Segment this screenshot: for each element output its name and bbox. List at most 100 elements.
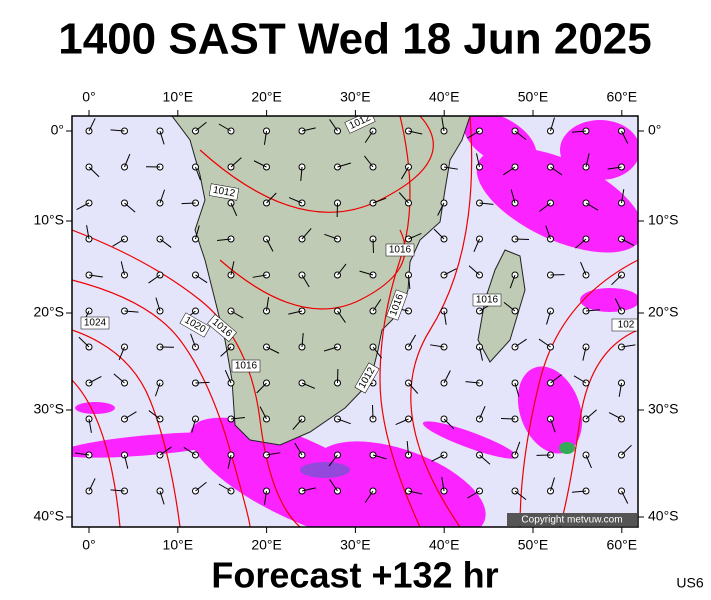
isobar-label: 1016 — [476, 295, 499, 306]
wind-barb — [227, 454, 232, 469]
wind-barb — [78, 336, 90, 348]
wind-barb — [300, 166, 303, 181]
wind-barb — [76, 202, 90, 211]
wind-barb — [406, 441, 409, 456]
wind-barb — [88, 118, 96, 132]
wind-barb — [263, 490, 267, 505]
wind-barb — [550, 477, 555, 492]
lon-label: 10°E — [163, 537, 194, 553]
wind-barb — [159, 490, 165, 505]
wind-barb — [120, 261, 125, 276]
wind-barb — [155, 297, 161, 312]
wind-barb — [408, 232, 422, 240]
lat-label: 20°S — [33, 304, 64, 320]
wind-barb — [621, 189, 625, 204]
isobar-label-box — [354, 362, 380, 394]
wind-barb — [364, 490, 374, 503]
wind-barb — [301, 274, 310, 288]
wind-barb — [585, 153, 590, 168]
wind-barb — [408, 490, 423, 495]
wind-barb — [514, 490, 527, 501]
wind-barb — [514, 130, 527, 141]
wind-barb — [159, 189, 166, 204]
lon-label: 40°E — [429, 537, 460, 553]
wind-barb — [433, 228, 445, 240]
wind-barb — [607, 166, 622, 170]
wind-barb — [288, 310, 303, 315]
wind-barb — [181, 202, 196, 205]
wind-barb — [539, 202, 551, 212]
wind-barb — [220, 346, 232, 357]
wind-barb — [408, 274, 411, 289]
wind-barb — [408, 382, 419, 394]
wind-barb — [372, 346, 383, 359]
wind-barb — [230, 310, 244, 319]
isobar-label: 1016 — [235, 361, 258, 372]
wind-barb — [195, 481, 207, 492]
lat-label: 10°S — [648, 212, 679, 228]
wind-barb — [183, 446, 196, 456]
wind-barb — [337, 162, 352, 168]
lon-label: 0° — [82, 89, 95, 105]
wind-barb — [266, 297, 270, 312]
wind-barb — [329, 479, 338, 492]
wind-barb — [266, 238, 274, 252]
wind-barb — [195, 166, 201, 181]
wind-barb — [611, 274, 622, 286]
wind-barb — [337, 418, 351, 425]
wind-barb — [585, 409, 597, 420]
wind-barb — [550, 117, 555, 132]
lon-label: 10°E — [163, 89, 194, 105]
wind-barb — [88, 375, 102, 384]
wind-barb — [195, 274, 208, 284]
lon-label: 30°E — [340, 89, 371, 105]
lon-label: 0° — [82, 537, 95, 553]
wind-barb — [337, 310, 346, 323]
wind-barb — [510, 189, 516, 204]
isobar-label-box — [179, 312, 211, 338]
isobar-label-box — [386, 289, 408, 321]
wind-barb — [328, 454, 338, 467]
wind-barb — [479, 405, 486, 420]
wind-barb — [372, 454, 387, 460]
wind-barb — [124, 202, 136, 213]
wind-barb — [88, 478, 96, 492]
wind-barb — [479, 346, 484, 361]
wind-barb — [582, 346, 587, 361]
wind-barb — [443, 268, 457, 276]
wind-barb — [514, 338, 527, 348]
isobar-label-box — [611, 318, 638, 332]
wind-barb — [88, 418, 92, 433]
wind-barb — [230, 202, 238, 216]
wind-barb — [443, 310, 447, 325]
wind-barb — [75, 452, 90, 456]
wind-barb — [545, 225, 551, 240]
isobar-label: 1016 — [389, 245, 412, 256]
wind-barb — [580, 261, 587, 276]
wind-barb — [124, 310, 139, 313]
wind-barb — [585, 202, 599, 211]
wind-barb — [218, 483, 232, 492]
wind-barb — [398, 192, 409, 204]
wind-barb — [509, 274, 516, 289]
wind-barb — [372, 299, 382, 312]
wind-barb — [621, 238, 635, 246]
wind-barb — [479, 202, 494, 205]
wind-barb — [329, 119, 338, 132]
wind-barb — [514, 441, 521, 456]
wind-barb — [337, 263, 347, 276]
wind-barb — [124, 153, 131, 168]
wind-barb — [266, 346, 280, 354]
isobar-label-group: 1016 — [472, 293, 502, 307]
wind-barb — [443, 418, 455, 430]
wind-barb — [159, 446, 172, 456]
wind-barb — [468, 265, 480, 276]
heavy-precip — [559, 442, 575, 454]
isobar-label: 1012 — [212, 185, 236, 200]
wind-barb — [621, 444, 632, 456]
wind-barb — [110, 489, 125, 492]
isobar-label-group: 1016 — [385, 243, 415, 257]
isobar-label-box — [385, 243, 415, 257]
lon-label: 30°E — [340, 537, 371, 553]
